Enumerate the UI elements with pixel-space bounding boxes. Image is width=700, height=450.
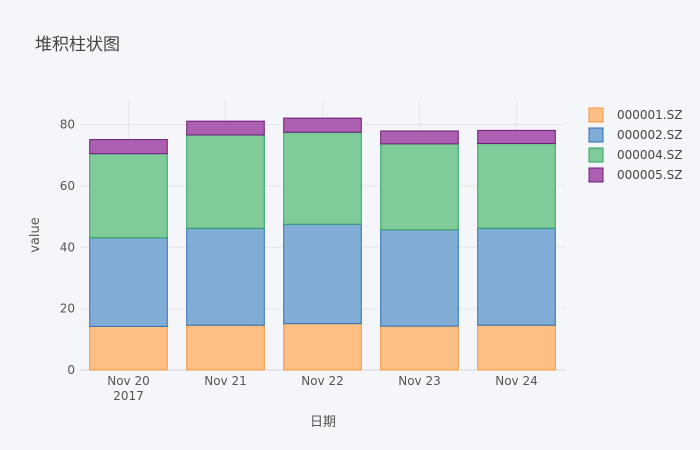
y-tick-label: 40 (60, 240, 75, 254)
bars-layer (89, 117, 556, 371)
x-axis-title: 日期 (310, 415, 336, 430)
bar-000005.SZ-Nov-22[interactable] (283, 117, 362, 133)
bar-000001.SZ-Nov-20[interactable] (89, 325, 168, 371)
legend-swatch (588, 107, 604, 123)
chart-title: 堆积柱状图 (35, 35, 120, 55)
y-ticks: 0 20 40 60 80 (60, 118, 75, 377)
x-tick-label: Nov 21 (204, 374, 247, 388)
legend-label: 000005.SZ (617, 168, 682, 182)
legend-swatch (588, 167, 604, 183)
bar-000002.SZ-Nov-22[interactable] (283, 223, 362, 325)
bar-000002.SZ-Nov-23[interactable] (380, 229, 459, 327)
bar-000002.SZ-Nov-21[interactable] (186, 227, 265, 326)
x-tick-sublabel: 2017 (113, 389, 144, 403)
y-tick-label: 60 (60, 179, 75, 193)
x-tick-label: Nov 20 (107, 374, 150, 388)
x-tick-label: Nov 22 (301, 374, 344, 388)
bar-000005.SZ-Nov-20[interactable] (89, 139, 168, 155)
legend-label: 000002.SZ (617, 128, 682, 142)
legend-item[interactable]: 000004.SZ (588, 147, 682, 163)
bar-000004.SZ-Nov-21[interactable] (186, 134, 265, 229)
y-axis-title: value (28, 217, 43, 253)
bar-000001.SZ-Nov-22[interactable] (283, 323, 362, 371)
series-000004.SZ (89, 131, 556, 239)
y-tick-label: 80 (60, 118, 75, 132)
bar-000004.SZ-Nov-23[interactable] (380, 143, 459, 231)
series-000002.SZ (89, 223, 556, 327)
bar-000005.SZ-Nov-24[interactable] (477, 129, 556, 145)
legend-label: 000004.SZ (617, 148, 682, 162)
bar-000002.SZ-Nov-24[interactable] (477, 227, 556, 326)
bar-000005.SZ-Nov-21[interactable] (186, 120, 265, 136)
bar-000004.SZ-Nov-20[interactable] (89, 153, 168, 239)
legend[interactable]: 000001.SZ 000002.SZ 000004.SZ 000005.SZ (588, 107, 682, 183)
series-000001.SZ (89, 323, 556, 371)
legend-item[interactable]: 000001.SZ (588, 107, 682, 123)
y-tick-label: 0 (67, 363, 75, 377)
y-tick-label: 20 (60, 302, 75, 316)
bar-000001.SZ-Nov-24[interactable] (477, 324, 556, 371)
series-000005.SZ (89, 117, 556, 155)
legend-label: 000001.SZ (617, 108, 682, 122)
bar-000004.SZ-Nov-22[interactable] (283, 131, 362, 225)
bar-000004.SZ-Nov-24[interactable] (477, 143, 556, 229)
legend-swatch (588, 147, 604, 163)
legend-item[interactable]: 000002.SZ (588, 127, 682, 143)
x-tick-label: Nov 23 (398, 374, 441, 388)
bar-000005.SZ-Nov-23[interactable] (380, 130, 459, 145)
bar-000001.SZ-Nov-23[interactable] (380, 325, 459, 371)
bar-000002.SZ-Nov-20[interactable] (89, 237, 168, 327)
legend-swatch (588, 127, 604, 143)
bar-000001.SZ-Nov-21[interactable] (186, 324, 265, 371)
legend-item[interactable]: 000005.SZ (588, 167, 682, 183)
x-tick-label: Nov 24 (495, 374, 538, 388)
